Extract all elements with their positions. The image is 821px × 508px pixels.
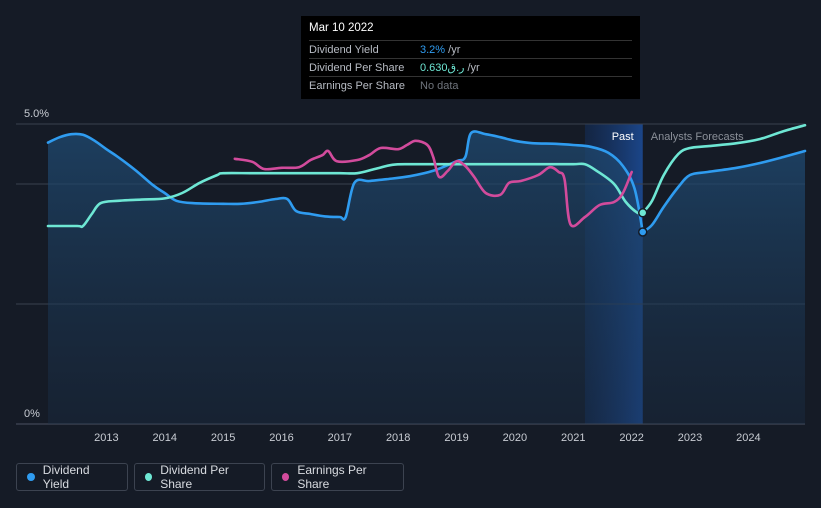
tooltip: Mar 10 2022 Dividend Yield 3.2% /yr Divi… — [301, 16, 640, 99]
tooltip-unit: /yr — [445, 43, 461, 56]
x-tick-label: 2016 — [269, 432, 293, 444]
tooltip-row-dividend-per-share: Dividend Per Share 0.630ر.ق /yr — [309, 58, 632, 76]
tooltip-label: Dividend Per Share — [309, 61, 405, 74]
y-tick-label: 0% — [24, 408, 40, 420]
tooltip-row-dividend-yield: Dividend Yield 3.2% /yr — [309, 40, 632, 58]
x-tick-label: 2021 — [561, 432, 585, 444]
legend-item-dividend-per-share[interactable]: Dividend Per Share — [134, 463, 265, 491]
x-tick-label: 2020 — [503, 432, 527, 444]
dividend-yield-area — [48, 131, 643, 424]
x-tick-label: 2014 — [152, 432, 176, 444]
earnings-per-share-line — [233, 139, 633, 228]
dividend-yield-forecast-line — [641, 149, 807, 234]
x-tick-label: 2024 — [736, 432, 760, 444]
legend-dot-icon — [27, 473, 35, 481]
tooltip-value: No data — [420, 79, 459, 92]
tooltip-label: Earnings Per Share — [309, 79, 405, 92]
tooltip-label: Dividend Yield — [309, 43, 379, 56]
x-tick-label: 2023 — [678, 432, 702, 444]
legend-label: Dividend Per Share — [160, 463, 229, 491]
tooltip-value: 3.2% — [420, 43, 446, 56]
y-tick-label: 5.0% — [24, 108, 49, 120]
legend-dot-icon — [145, 473, 153, 481]
tooltip-date: Mar 10 2022 — [309, 22, 374, 34]
legend-label: Dividend Yield — [42, 463, 90, 491]
x-tick-label: 2022 — [619, 432, 643, 444]
legend-item-earnings-per-share[interactable]: Earnings Per Share — [271, 463, 404, 491]
dividend-yield-line — [46, 130, 644, 234]
legend-label: Earnings Per Share — [297, 463, 367, 491]
dividend-per-share-marker — [637, 208, 648, 218]
legend-dot-icon — [282, 473, 290, 481]
dividend-per-share-forecast-line — [641, 123, 807, 215]
x-tick-label: 2013 — [94, 432, 118, 444]
forecast-label: Analysts Forecasts — [651, 131, 744, 143]
past-label: Past — [612, 131, 634, 143]
x-tick-label: 2015 — [211, 432, 235, 444]
dividend-yield-marker — [637, 227, 648, 237]
x-tick-label: 2017 — [328, 432, 352, 444]
x-tick-label: 2019 — [444, 432, 468, 444]
tooltip-unit: /yr — [464, 61, 480, 74]
dividend-yield-forecast-area — [642, 151, 805, 424]
x-tick-label: 2018 — [386, 432, 410, 444]
tooltip-row-earnings-per-share: Earnings Per Share No data — [309, 76, 632, 94]
legend-item-dividend-yield[interactable]: Dividend Yield — [16, 463, 128, 491]
dividend-per-share-line — [46, 162, 644, 229]
tooltip-value: 0.630ر.ق — [420, 62, 465, 74]
